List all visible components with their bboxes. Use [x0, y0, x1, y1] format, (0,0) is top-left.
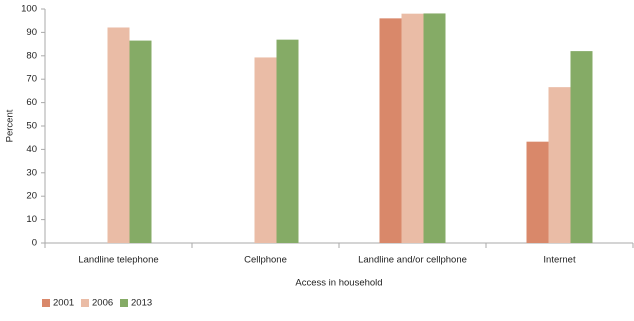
y-tick-label: 10: [26, 214, 37, 225]
bar: [107, 27, 130, 244]
x-tick-label: Landline telephone: [78, 255, 158, 266]
y-tick-label: 60: [26, 97, 37, 108]
legend-label: 2001: [53, 298, 74, 309]
y-tick-label: 40: [26, 144, 37, 155]
y-axis-label: Percent: [5, 109, 16, 142]
x-tick-label: Cellphone: [244, 255, 287, 266]
y-tick-label: 100: [21, 4, 37, 15]
legend-swatch: [42, 299, 50, 307]
x-tick-label: Internet: [543, 255, 576, 266]
bar: [129, 40, 152, 244]
y-tick-label: 20: [26, 191, 37, 202]
bar: [401, 13, 424, 244]
y-tick-label: 90: [26, 27, 37, 38]
legend-swatch: [120, 299, 128, 307]
y-tick-label: 50: [26, 121, 37, 132]
x-tick-label: Landline and/or cellphone: [358, 255, 467, 266]
bar: [570, 51, 593, 244]
bar: [526, 141, 549, 243]
legend-swatch: [81, 299, 89, 307]
y-tick-label: 80: [26, 50, 37, 61]
legend-label: 2006: [92, 298, 113, 309]
y-tick-label: 30: [26, 167, 37, 178]
bar: [254, 57, 277, 243]
legend-label: 2013: [131, 298, 152, 309]
bar: [379, 18, 402, 243]
x-axis-label: Access in household: [295, 278, 382, 289]
y-tick-label: 70: [26, 74, 37, 85]
bar: [548, 87, 571, 243]
bar: [276, 39, 299, 244]
bar: [423, 13, 446, 244]
y-tick-label: 0: [32, 238, 37, 249]
